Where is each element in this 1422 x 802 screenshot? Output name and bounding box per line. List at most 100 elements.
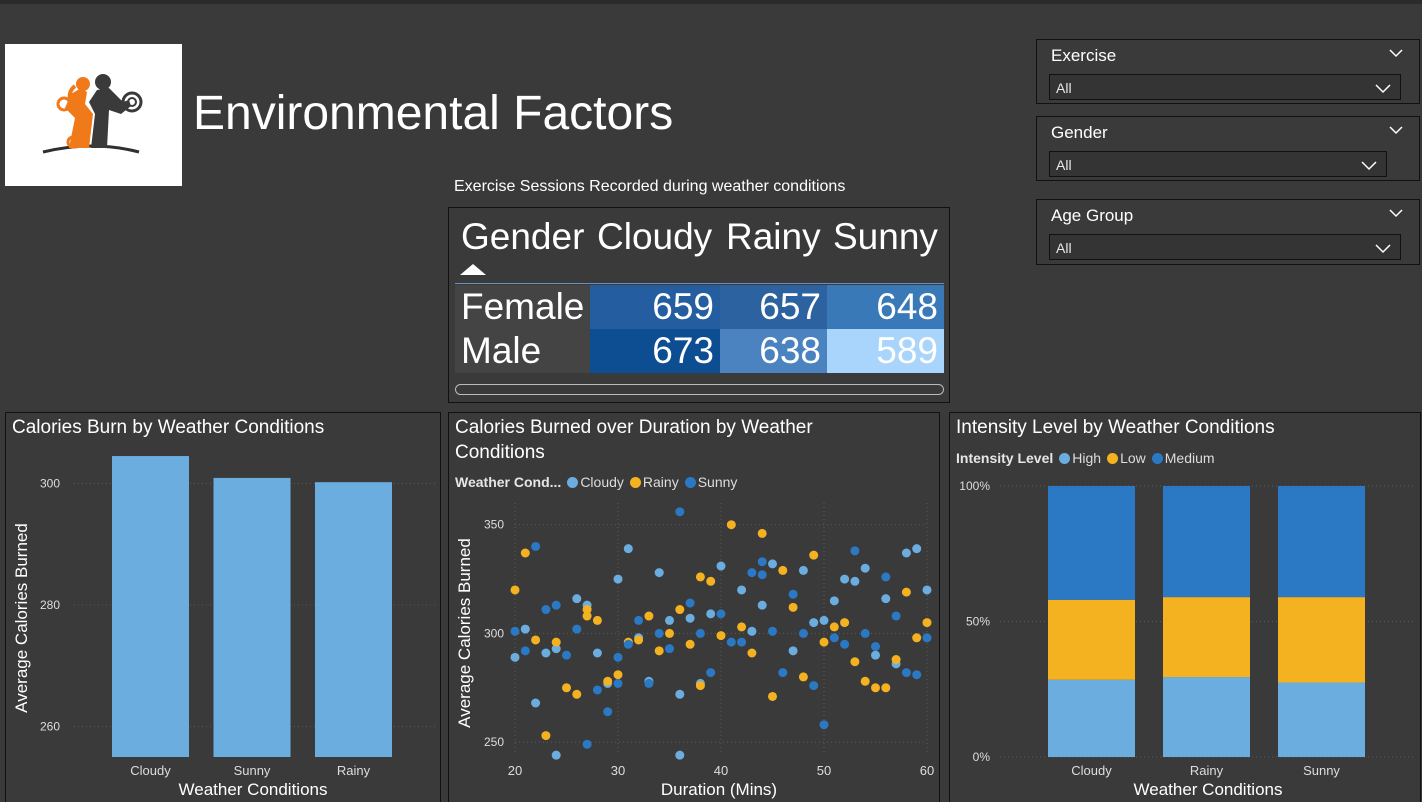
scatter-point xyxy=(881,572,891,582)
scatter-point xyxy=(922,633,932,643)
top-bar xyxy=(0,0,1422,4)
bar xyxy=(213,477,291,757)
scatter-point xyxy=(582,739,592,749)
scatter-point xyxy=(788,646,798,656)
scatter-point xyxy=(562,650,571,660)
scatter-point xyxy=(665,644,674,654)
scatter-point xyxy=(613,574,623,584)
scatter-point xyxy=(747,626,757,636)
chevron-down-icon[interactable] xyxy=(1387,121,1405,139)
scatter-point xyxy=(665,628,674,638)
matrix-header-gender[interactable]: Gender xyxy=(461,216,585,257)
stacked-bar-segment xyxy=(1278,682,1365,757)
stacked-bar-segment xyxy=(1163,486,1250,598)
scatter-point xyxy=(613,670,623,680)
scatter-point xyxy=(850,546,860,556)
bar xyxy=(112,456,189,757)
scatter-point xyxy=(510,585,520,595)
y-tick-label: 300 xyxy=(484,626,504,640)
chevron-down-icon xyxy=(1375,84,1391,94)
header-divider xyxy=(455,283,944,284)
scatter-point xyxy=(829,633,839,643)
scatter-point xyxy=(840,618,850,628)
scatter-point xyxy=(520,548,530,558)
chevron-down-icon[interactable] xyxy=(1387,204,1405,222)
x-tick-label: 40 xyxy=(714,763,728,778)
scatter-point xyxy=(551,750,561,760)
scatter-point xyxy=(716,631,726,641)
chart-title: Intensity Level by Weather Conditions xyxy=(956,417,1275,438)
legend-item[interactable]: Rainy xyxy=(642,474,679,490)
matrix-header-cloudy[interactable]: Cloudy xyxy=(597,216,713,257)
legend-dot xyxy=(1107,453,1119,464)
chevron-down-icon[interactable] xyxy=(1387,44,1405,62)
scatter-point xyxy=(881,683,891,693)
scatter-point xyxy=(541,605,551,615)
exercise-slicer-label: Exercise xyxy=(1051,46,1117,65)
age-group-slicer-label: Age Group xyxy=(1051,206,1134,225)
matrix-header-rainy[interactable]: Rainy xyxy=(726,216,821,257)
scatter-point xyxy=(871,650,880,660)
scatter-point xyxy=(912,544,922,554)
horizontal-scrollbar[interactable] xyxy=(455,384,944,395)
scatter-point xyxy=(788,602,798,612)
legend-item[interactable]: Sunny xyxy=(697,474,738,490)
stacked-bar-segment xyxy=(1048,679,1135,757)
legend-item[interactable]: Cloudy xyxy=(580,474,624,490)
scatter-point xyxy=(613,678,623,688)
exercise-slicer[interactable]: Exercise All xyxy=(1036,39,1420,104)
scatter-point xyxy=(747,568,757,578)
scatter-point xyxy=(695,681,705,691)
x-tick-label: Rainy xyxy=(337,763,371,778)
scatter-point xyxy=(510,626,520,636)
matrix-header-sunny[interactable]: Sunny xyxy=(833,216,938,257)
stacked-bar-segment xyxy=(1278,486,1365,598)
gender-dropdown[interactable]: All xyxy=(1049,151,1387,177)
calories-bar-chart: 260 280 300 Cloudy Sunny Rainy Weather Conditi… xyxy=(12,456,436,799)
stacked-bar-segment xyxy=(1048,486,1135,600)
scatter-legend: Weather Cond... Cloudy Rainy Sunny xyxy=(455,474,737,490)
scatter-point xyxy=(685,639,695,649)
scatter-point xyxy=(520,646,530,656)
scatter-point xyxy=(840,639,850,649)
scatter-point xyxy=(850,657,860,667)
scatter-point xyxy=(768,626,777,636)
scatter-point xyxy=(778,668,788,678)
scatter-point xyxy=(901,668,911,678)
scatter-point xyxy=(891,611,901,621)
legend-dot xyxy=(684,477,696,488)
scatter-point xyxy=(881,594,891,604)
scatter-point xyxy=(623,639,633,649)
scatter-point xyxy=(798,672,808,682)
y-tick-label: 350 xyxy=(484,518,504,532)
chevron-down-icon xyxy=(1375,244,1391,254)
legend-item[interactable]: Medium xyxy=(1164,450,1215,466)
exercise-dropdown[interactable]: All xyxy=(1049,74,1401,100)
scatter-point xyxy=(706,576,716,586)
scatter-point xyxy=(675,507,685,517)
scatter-point xyxy=(603,707,613,717)
sort-ascending-icon[interactable] xyxy=(460,264,486,275)
scatter-point xyxy=(871,641,880,651)
scatter-point xyxy=(592,615,602,625)
scatter-point xyxy=(654,568,664,578)
scatter-point xyxy=(819,637,829,647)
scatter-point xyxy=(685,613,695,623)
scatter-point xyxy=(829,596,839,606)
age-group-dropdown[interactable]: All xyxy=(1049,234,1401,260)
x-tick-label: Rainy xyxy=(1190,763,1224,778)
legend-item[interactable]: Low xyxy=(1120,450,1146,466)
gender-slicer[interactable]: Gender All xyxy=(1036,116,1420,181)
legend-item[interactable]: High xyxy=(1072,450,1102,466)
scatter-point xyxy=(737,622,747,632)
scatter-point xyxy=(860,563,870,573)
x-axis-title: Weather Conditions xyxy=(179,780,328,799)
gender-dropdown-value: All xyxy=(1056,157,1072,173)
age-group-slicer[interactable]: Age Group All xyxy=(1036,199,1420,265)
page-title: Environmental Factors xyxy=(193,87,674,140)
scatter-point xyxy=(572,624,582,634)
chevron-down-icon xyxy=(1361,161,1377,171)
stacked-bar-segment xyxy=(1278,597,1365,683)
exercise-dropdown-value: All xyxy=(1056,80,1072,96)
y-tick-label: 50% xyxy=(966,615,990,629)
